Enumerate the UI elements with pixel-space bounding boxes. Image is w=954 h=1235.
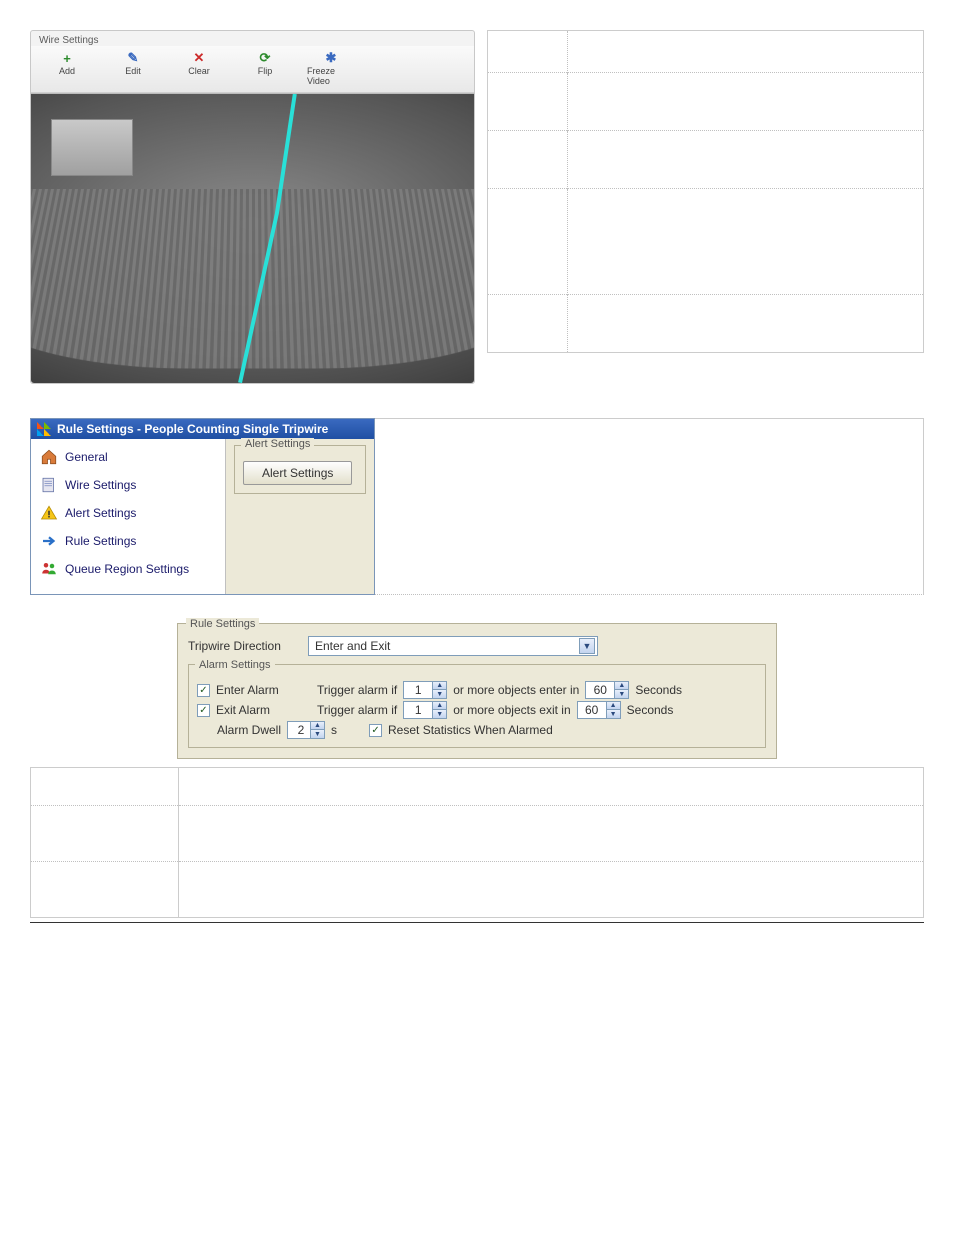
up-icon[interactable]: ▲ bbox=[615, 682, 628, 690]
alarm-dwell-stepper[interactable]: 2 ▲▼ bbox=[287, 721, 325, 739]
rule-info-table bbox=[30, 767, 924, 918]
exit-seconds-stepper[interactable]: 60 ▲▼ bbox=[577, 701, 621, 719]
chevron-down-icon: ▼ bbox=[579, 638, 595, 654]
table-row bbox=[488, 31, 924, 73]
warning-icon bbox=[39, 503, 59, 523]
flip-button[interactable]: ⟳ Flip bbox=[241, 50, 289, 86]
nav-rule[interactable]: Rule Settings bbox=[31, 527, 225, 555]
wire-toolbar: + Add ✎ Edit ✕ Clear ⟳ Flip ✱ Freeze V bbox=[31, 46, 474, 93]
alarm-settings-group: Alarm Settings ✓ Enter Alarm Trigger ala… bbox=[188, 664, 766, 748]
add-button[interactable]: + Add bbox=[43, 50, 91, 86]
up-icon[interactable]: ▲ bbox=[311, 722, 324, 730]
exit-count-stepper[interactable]: 1 ▲▼ bbox=[403, 701, 447, 719]
dialog-title: Rule Settings - People Counting Single T… bbox=[57, 422, 328, 436]
dialog-side-area bbox=[375, 418, 924, 595]
nav-alert[interactable]: Alert Settings bbox=[31, 499, 225, 527]
nav-wire-label: Wire Settings bbox=[65, 478, 136, 492]
up-icon[interactable]: ▲ bbox=[607, 702, 620, 710]
tripwire-overlay bbox=[31, 94, 474, 383]
table-row bbox=[31, 806, 924, 862]
page-divider bbox=[30, 922, 924, 923]
wire-info-table bbox=[487, 30, 924, 353]
flip-icon: ⟳ bbox=[257, 50, 273, 66]
home-icon bbox=[39, 447, 59, 467]
alert-settings-button[interactable]: Alert Settings bbox=[243, 461, 352, 485]
enter-alarm-label: Enter Alarm bbox=[216, 683, 311, 697]
video-preview[interactable] bbox=[31, 93, 474, 383]
people-icon bbox=[39, 559, 59, 579]
clear-label: Clear bbox=[188, 66, 210, 76]
nav-general-label: General bbox=[65, 450, 108, 464]
nav-general[interactable]: General bbox=[31, 443, 225, 471]
enter-alarm-checkbox[interactable]: ✓ bbox=[197, 684, 210, 697]
exit-alarm-checkbox[interactable]: ✓ bbox=[197, 704, 210, 717]
alert-settings-group: Alert Settings Alert Settings bbox=[234, 445, 366, 494]
alarm-settings-legend: Alarm Settings bbox=[195, 659, 275, 671]
arrow-icon bbox=[39, 531, 59, 551]
down-icon[interactable]: ▼ bbox=[311, 730, 324, 738]
rule-settings-panel: Rule Settings Tripwire Direction Enter a… bbox=[177, 623, 777, 759]
nav-alert-label: Alert Settings bbox=[65, 506, 136, 520]
window-icon bbox=[37, 422, 51, 436]
add-icon: + bbox=[59, 50, 75, 66]
table-row bbox=[488, 295, 924, 353]
table-row bbox=[488, 73, 924, 131]
reset-stats-label: Reset Statistics When Alarmed bbox=[388, 723, 553, 737]
wire-settings-panel: Wire Settings + Add ✎ Edit ✕ Clear ⟳ Fli… bbox=[30, 30, 475, 384]
alert-group-title: Alert Settings bbox=[241, 438, 314, 450]
edit-label: Edit bbox=[125, 66, 141, 76]
edit-icon: ✎ bbox=[125, 50, 141, 66]
down-icon[interactable]: ▼ bbox=[433, 710, 446, 718]
nav-wire[interactable]: Wire Settings bbox=[31, 471, 225, 499]
tripwire-direction-value: Enter and Exit bbox=[315, 639, 390, 653]
alarm-dwell-label: Alarm Dwell bbox=[217, 723, 281, 737]
reset-stats-checkbox[interactable]: ✓ bbox=[369, 724, 382, 737]
table-row bbox=[488, 131, 924, 189]
table-row bbox=[31, 768, 924, 806]
clear-button[interactable]: ✕ Clear bbox=[175, 50, 223, 86]
table-row bbox=[31, 862, 924, 918]
seconds-label: Seconds bbox=[627, 703, 674, 717]
tripwire-direction-label: Tripwire Direction bbox=[188, 639, 298, 653]
dialog-nav: General Wire Settings Alert Settings bbox=[31, 439, 226, 594]
freeze-icon: ✱ bbox=[323, 50, 339, 66]
trigger-text: Trigger alarm if bbox=[317, 703, 397, 717]
dialog-content: Alert Settings Alert Settings bbox=[226, 439, 374, 594]
clear-icon: ✕ bbox=[191, 50, 207, 66]
wire-settings-title: Wire Settings bbox=[31, 31, 474, 46]
rule-settings-dialog: Rule Settings - People Counting Single T… bbox=[30, 418, 375, 595]
edit-button[interactable]: ✎ Edit bbox=[109, 50, 157, 86]
enter-mid-text: or more objects enter in bbox=[453, 683, 579, 697]
page-icon bbox=[39, 475, 59, 495]
nav-rule-label: Rule Settings bbox=[65, 534, 136, 548]
nav-queue[interactable]: Queue Region Settings bbox=[31, 555, 225, 583]
dialog-titlebar[interactable]: Rule Settings - People Counting Single T… bbox=[31, 419, 374, 439]
dwell-unit: s bbox=[331, 723, 337, 737]
freeze-button[interactable]: ✱ Freeze Video bbox=[307, 50, 355, 86]
down-icon[interactable]: ▼ bbox=[433, 690, 446, 698]
nav-queue-label: Queue Region Settings bbox=[65, 562, 189, 576]
exit-alarm-label: Exit Alarm bbox=[216, 703, 311, 717]
up-icon[interactable]: ▲ bbox=[433, 702, 446, 710]
up-icon[interactable]: ▲ bbox=[433, 682, 446, 690]
enter-count-stepper[interactable]: 1 ▲▼ bbox=[403, 681, 447, 699]
down-icon[interactable]: ▼ bbox=[615, 690, 628, 698]
table-row bbox=[488, 189, 924, 295]
exit-mid-text: or more objects exit in bbox=[453, 703, 570, 717]
down-icon[interactable]: ▼ bbox=[607, 710, 620, 718]
trigger-text: Trigger alarm if bbox=[317, 683, 397, 697]
seconds-label: Seconds bbox=[635, 683, 682, 697]
tripwire-direction-select[interactable]: Enter and Exit ▼ bbox=[308, 636, 598, 656]
enter-seconds-stepper[interactable]: 60 ▲▼ bbox=[585, 681, 629, 699]
rule-settings-legend: Rule Settings bbox=[186, 618, 259, 630]
freeze-label: Freeze Video bbox=[307, 66, 355, 86]
add-label: Add bbox=[59, 66, 75, 76]
flip-label: Flip bbox=[258, 66, 273, 76]
